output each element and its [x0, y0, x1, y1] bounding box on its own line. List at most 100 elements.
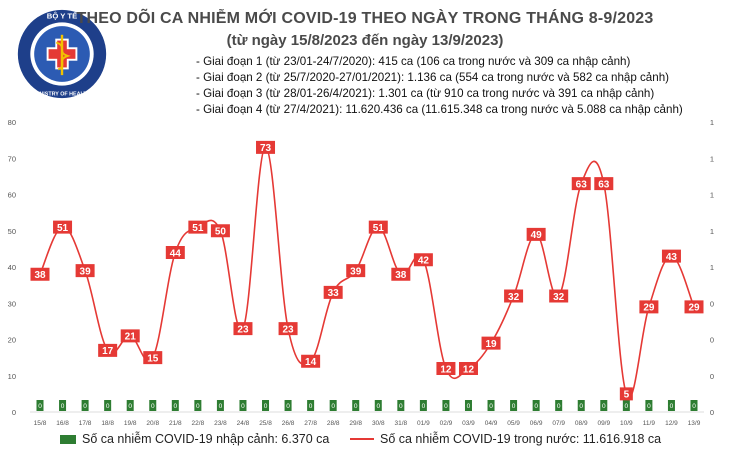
x-tick-label: 25/8: [259, 420, 272, 427]
data-label-box: [571, 177, 591, 191]
data-label: 23: [237, 324, 249, 335]
bar: [171, 400, 179, 411]
x-tick-label: 23/8: [214, 420, 227, 427]
x-tick-label: 01/9: [417, 420, 430, 427]
bar: [126, 400, 134, 411]
bar: [419, 400, 427, 411]
bar-value-label: 0: [670, 403, 674, 410]
bar: [622, 400, 630, 411]
svg-text:MINISTRY OF HEALTH: MINISTRY OF HEALTH: [33, 91, 90, 97]
y-tick-left: 10: [8, 372, 16, 381]
phase-2-text: - Giai đoạn 2 (từ 25/7/2020-27/01/2021):…: [196, 71, 670, 84]
bar: [645, 400, 653, 411]
data-label: 29: [688, 303, 700, 314]
bar: [239, 400, 247, 411]
data-label: 73: [260, 143, 272, 154]
x-tick-label: 04/9: [485, 420, 498, 427]
x-tick-label: 19/8: [124, 420, 137, 427]
data-label-box: [639, 300, 659, 314]
data-label-box: [526, 227, 546, 241]
data-label: 42: [418, 256, 430, 267]
data-label-box: [661, 249, 681, 263]
x-tick-label: 21/8: [169, 420, 182, 427]
bar-value-label: 0: [241, 403, 245, 410]
bar: [555, 400, 563, 411]
x-tick-label: 18/8: [101, 420, 114, 427]
data-label: 50: [215, 227, 227, 238]
data-label-box: [143, 351, 163, 365]
x-tick-label: 16/8: [56, 420, 69, 427]
x-tick-label: 15/8: [34, 420, 47, 427]
bar: [532, 400, 540, 411]
x-tick-label: 24/8: [237, 420, 250, 427]
data-label-box: [120, 329, 140, 343]
data-label-box: [619, 387, 633, 401]
y-tick-right: 1: [710, 263, 714, 272]
data-label: 12: [463, 364, 475, 375]
bar-value-label: 0: [647, 403, 651, 410]
y-tick-left: 20: [8, 336, 16, 345]
bar-value-label: 0: [602, 403, 606, 410]
bar-value-label: 0: [512, 403, 516, 410]
x-tick-label: 26/8: [282, 420, 295, 427]
y-tick-right: 0: [710, 372, 714, 381]
bar: [667, 400, 675, 411]
bar: [284, 400, 292, 411]
bar: [194, 400, 202, 411]
data-label: 38: [395, 270, 407, 281]
bar-value-label: 0: [286, 403, 290, 410]
data-label-box: [188, 220, 208, 234]
data-label: 15: [147, 353, 159, 364]
bar: [307, 400, 315, 411]
data-label: 21: [125, 332, 137, 343]
x-tick-label: 09/9: [597, 420, 610, 427]
data-label-box: [256, 140, 276, 154]
bar-value-label: 0: [38, 403, 42, 410]
legend-bar-item: Số ca nhiễm COVID-19 nhập cảnh: 6.370 ca: [60, 432, 329, 446]
data-label: 32: [508, 292, 520, 303]
data-label-box: [165, 246, 185, 259]
bar: [690, 400, 698, 411]
bar: [577, 400, 585, 411]
x-tick-label: 27/8: [304, 420, 317, 427]
bar-value-label: 0: [692, 403, 696, 410]
bar: [487, 400, 495, 411]
x-tick-label: 17/8: [79, 420, 92, 427]
bar-value-label: 0: [196, 403, 200, 410]
legend-line-label: Số ca nhiễm COVID-19 trong nước: 11.616.…: [380, 432, 662, 446]
x-tick-label: 30/8: [372, 420, 385, 427]
data-label-box: [368, 220, 388, 234]
data-label-box: [278, 322, 298, 336]
data-label-box: [594, 177, 614, 191]
bar-value-label: 0: [579, 403, 583, 410]
bar-value-label: 0: [151, 403, 155, 410]
x-tick-label: 31/8: [394, 420, 407, 427]
bar: [352, 400, 360, 411]
ministry-of-health-logo: BỘ Y TẾ MINISTRY OF HEALTH: [17, 9, 107, 99]
bar-value-label: 0: [399, 403, 403, 410]
x-tick-label: 02/9: [440, 420, 453, 427]
data-label-box: [391, 267, 411, 281]
data-label: 43: [666, 252, 678, 263]
x-tick-label: 07/9: [552, 420, 565, 427]
data-label-box: [458, 362, 478, 375]
data-label: 12: [440, 364, 452, 375]
x-tick-label: 20/8: [146, 420, 159, 427]
bar: [329, 400, 337, 411]
data-label-box: [233, 322, 253, 336]
bar-value-label: 0: [106, 403, 110, 410]
y-tick-left: 40: [8, 263, 16, 272]
bar: [464, 400, 472, 411]
bar: [81, 400, 89, 411]
x-tick-label: 29/8: [349, 420, 362, 427]
data-label-box: [549, 289, 569, 303]
bar: [216, 400, 224, 411]
legend-bar-swatch: [60, 434, 76, 444]
data-label: 38: [34, 270, 46, 281]
data-label-box: [413, 253, 433, 267]
bar: [36, 400, 44, 411]
data-label-box: [98, 343, 118, 357]
data-label-box: [30, 267, 50, 281]
bar: [442, 400, 450, 411]
